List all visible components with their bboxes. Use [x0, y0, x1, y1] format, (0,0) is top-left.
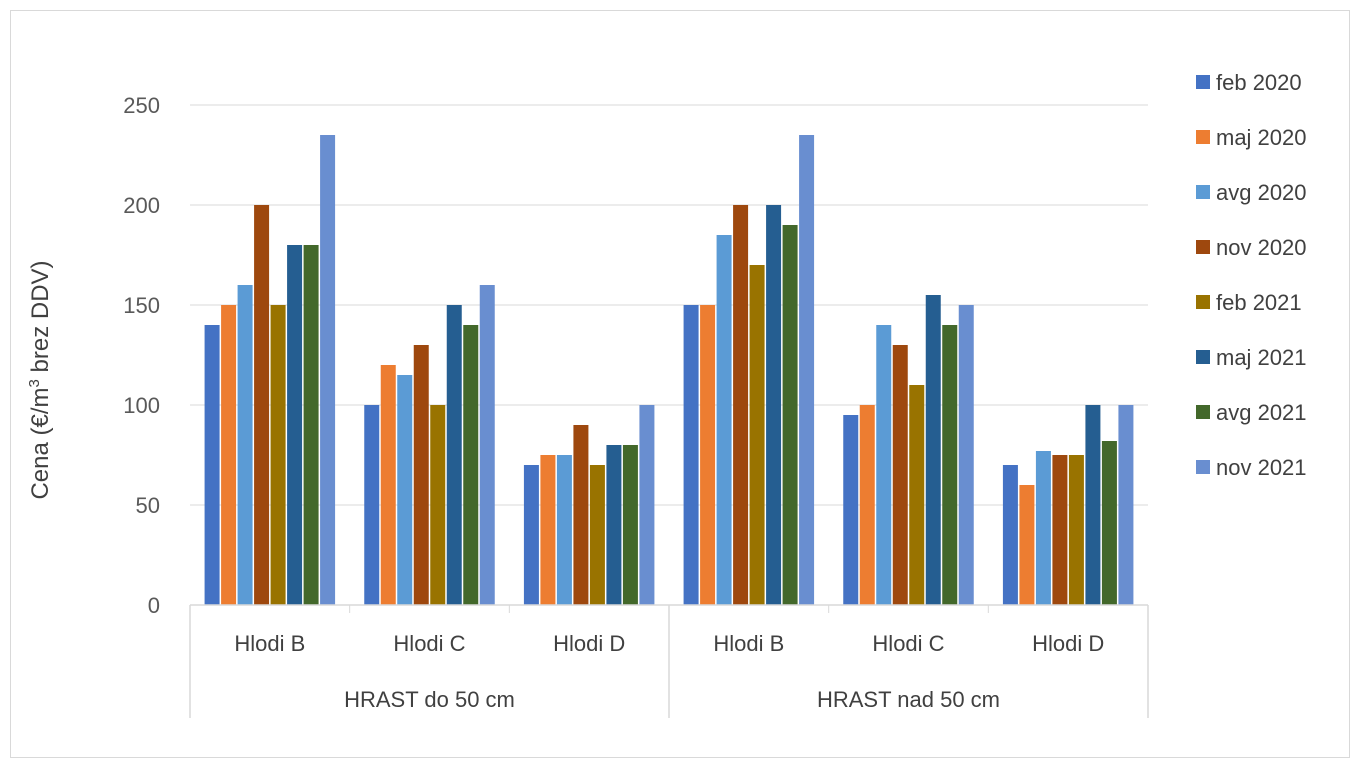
- category-label: Hlodi B: [234, 631, 305, 656]
- y-tick-label: 0: [148, 593, 160, 618]
- bar-nov-2020-5: [1052, 455, 1068, 605]
- bar-maj-2021-5: [1085, 405, 1101, 605]
- y-tick-label: 150: [123, 293, 160, 318]
- legend-label: maj 2020: [1216, 125, 1307, 150]
- group-label: HRAST do 50 cm: [344, 687, 515, 712]
- bar-feb-2020-1: [364, 405, 380, 605]
- y-axis-title: Cena (€/m3 brez DDV): [26, 260, 54, 499]
- legend-swatch: [1196, 350, 1210, 364]
- bar-nov-2020-0: [254, 205, 270, 605]
- bar-avg-2021-3: [782, 225, 798, 605]
- bar-avg-2020-2: [556, 455, 572, 605]
- bar-maj-2021-3: [766, 205, 782, 605]
- bar-avg-2020-3: [716, 235, 732, 605]
- chart-svg: Hlodi B Hlodi C Hlodi D Hlodi B Hlodi C Hlodi…: [26, 70, 1307, 718]
- gridlines: [190, 104, 1148, 506]
- bar-avg-2021-0: [303, 245, 319, 605]
- bar-feb-2020-0: [204, 325, 220, 605]
- bar-maj-2020-2: [540, 455, 556, 605]
- bar-avg-2020-5: [1035, 451, 1051, 605]
- bar-feb-2021-3: [749, 265, 765, 605]
- bar-nov-2021-0: [320, 135, 336, 605]
- category-label: Hlodi D: [1032, 631, 1104, 656]
- legend-label: feb 2021: [1216, 290, 1302, 315]
- legend-label: avg 2020: [1216, 180, 1307, 205]
- bar-maj-2020-1: [380, 365, 396, 605]
- bar-maj-2021-2: [606, 445, 622, 605]
- category-label: Hlodi D: [553, 631, 625, 656]
- legend-swatch: [1196, 185, 1210, 199]
- bar-feb-2020-2: [523, 465, 539, 605]
- bar-avg-2021-4: [942, 325, 958, 605]
- bar-feb-2020-3: [683, 305, 699, 605]
- legend-label: avg 2021: [1216, 400, 1307, 425]
- bar-feb-2021-0: [270, 305, 286, 605]
- legend-swatch: [1196, 240, 1210, 254]
- bar-avg-2021-1: [463, 325, 479, 605]
- legend-swatch: [1196, 130, 1210, 144]
- group-label: HRAST nad 50 cm: [817, 687, 1000, 712]
- bar-feb-2020-4: [843, 415, 859, 605]
- bar-maj-2021-1: [446, 305, 462, 605]
- y-tick-label: 200: [123, 193, 160, 218]
- category-label: Hlodi C: [393, 631, 465, 656]
- bar-maj-2020-3: [700, 305, 716, 605]
- bar-avg-2021-2: [622, 445, 638, 605]
- bar-nov-2020-4: [892, 345, 908, 605]
- bar-nov-2021-5: [1118, 405, 1134, 605]
- bar-feb-2021-2: [589, 465, 605, 605]
- bar-maj-2020-5: [1019, 485, 1035, 605]
- legend: feb 2020 maj 2020 avg 2020 nov 2020 feb 2021…: [1196, 70, 1307, 480]
- y-tick-label: 100: [123, 393, 160, 418]
- bar-avg-2021-5: [1101, 441, 1117, 605]
- bar-nov-2021-3: [799, 135, 815, 605]
- bar-avg-2020-0: [237, 285, 253, 605]
- bar-avg-2020-4: [876, 325, 892, 605]
- y-tick-label: 50: [136, 493, 160, 518]
- bar-feb-2021-1: [430, 405, 446, 605]
- chart-frame: Hlodi B Hlodi C Hlodi D Hlodi B Hlodi C Hlodi…: [10, 10, 1350, 758]
- bar-nov-2020-3: [733, 205, 749, 605]
- bar-feb-2021-4: [909, 385, 925, 605]
- category-label: Hlodi B: [713, 631, 784, 656]
- legend-label: nov 2021: [1216, 455, 1307, 480]
- legend-swatch: [1196, 460, 1210, 474]
- bar-maj-2020-4: [859, 405, 875, 605]
- category-axis: Hlodi B Hlodi C Hlodi D Hlodi B Hlodi C Hlodi…: [189, 604, 1149, 718]
- legend-swatch: [1196, 295, 1210, 309]
- category-label: Hlodi C: [872, 631, 944, 656]
- legend-swatch: [1196, 75, 1210, 89]
- bar-maj-2020-0: [221, 305, 237, 605]
- legend-label: maj 2021: [1216, 345, 1307, 370]
- bar-nov-2021-2: [639, 405, 655, 605]
- legend-label: nov 2020: [1216, 235, 1307, 260]
- y-tick-labels: 0 50 100 150 200 250: [123, 93, 160, 618]
- legend-swatch: [1196, 405, 1210, 419]
- bar-nov-2021-1: [479, 285, 495, 605]
- bar-maj-2021-0: [287, 245, 303, 605]
- bar-feb-2020-5: [1002, 465, 1018, 605]
- bar-feb-2021-5: [1068, 455, 1084, 605]
- bar-nov-2020-2: [573, 425, 589, 605]
- y-tick-label: 250: [123, 93, 160, 118]
- legend-label: feb 2020: [1216, 70, 1302, 95]
- bar-nov-2021-4: [958, 305, 974, 605]
- bar-nov-2020-1: [413, 345, 429, 605]
- bar-maj-2021-4: [925, 295, 941, 605]
- bars: [204, 135, 1134, 605]
- bar-avg-2020-1: [397, 375, 413, 605]
